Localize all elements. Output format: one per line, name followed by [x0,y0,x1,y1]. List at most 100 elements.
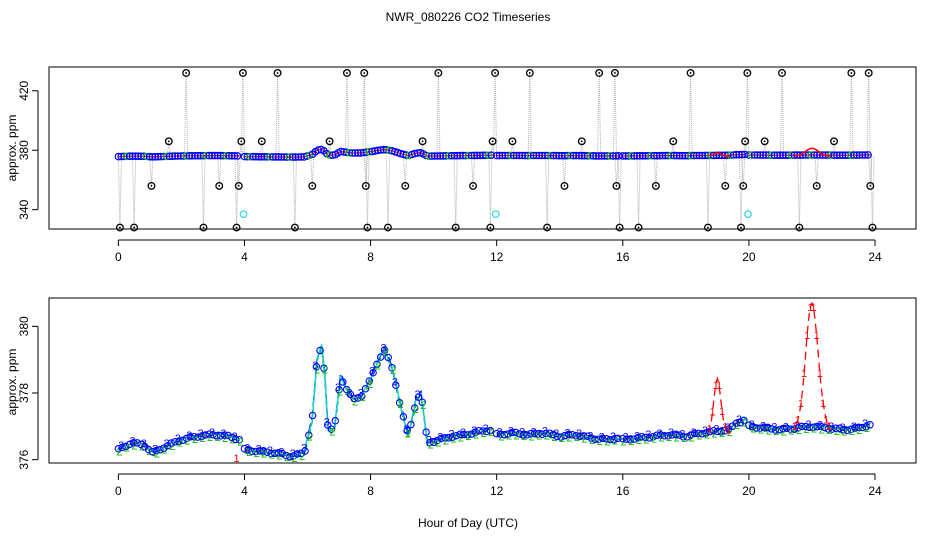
series-4-marker-21 [194,433,202,441]
series-2-glyph-190: 2 [841,427,847,439]
top-marker-103 [410,149,419,158]
connector-33 [579,141,583,157]
series-2-glyph-42: 2 [276,451,282,463]
series-2-glyph-130: 2 [612,436,618,448]
top-marker-83 [354,149,362,157]
series-3-glyph-184: 3 [817,420,823,432]
series-2-glyph-48: 2 [299,451,305,463]
series-4-marker-73 [392,381,400,389]
connector-back-26 [489,156,493,228]
connector-back-30 [529,72,532,157]
series-4-marker-164 [740,416,748,425]
series-4-marker-105 [515,430,524,438]
top-marker-156 [563,151,572,160]
series-2-glyph-154: 2 [704,430,710,442]
top-marker-2 [120,152,128,161]
series-4-marker-179 [798,422,806,431]
series-3-glyph-94: 3 [471,425,477,437]
dropout-point-34 [595,68,604,77]
connector-back-39 [655,156,658,186]
connector-back-20 [387,156,390,228]
series-4-marker-129 [606,435,614,444]
series-4-marker-49 [301,447,309,455]
top-marker-170 [603,152,612,160]
top-marker-160 [575,151,583,160]
top-marker-190 [661,151,670,160]
series-3-glyph-37: 3 [256,444,262,456]
top-marker-196 [678,151,687,160]
top-marker-158 [569,151,578,160]
series-4-marker-170 [764,423,772,432]
top-marker-131 [492,151,501,160]
top-marker-44 [243,152,252,161]
series-4-marker-32 [235,435,244,444]
top-marker-142 [524,151,532,160]
series-4-marker-168 [756,424,765,432]
top-marker-6 [131,152,140,161]
top-marker-154 [558,151,566,160]
top-marker-116 [447,151,456,160]
top-marker-139 [515,151,524,160]
x-tick-label-2-12: 12 [490,484,504,498]
connector-back-17 [363,72,367,157]
series-2-glyph-92: 2 [466,431,472,443]
top-marker-33 [208,151,216,160]
top-marker-35 [213,151,222,160]
series-3-glyph-55: 3 [324,417,330,429]
top-marker-81 [348,149,357,157]
top-marker-110 [430,152,439,160]
top-marker-20 [171,152,179,160]
series-3-glyph-106: 3 [519,427,525,439]
series-4-marker-150 [687,431,695,439]
series-2-glyph-132: 2 [621,437,627,449]
series-4-marker-166 [748,422,757,431]
connector-back-51 [816,156,819,186]
top-panel: approx. ppm 0 4 8 12 16 20 24 340 380 420 [5,66,917,264]
dropout-point-31 [543,223,552,232]
connector-back-5 [202,156,206,228]
series-4-marker-36 [252,447,260,456]
series-4-marker-156 [709,427,718,435]
series-3-glyph-172: 3 [771,422,777,434]
series-4-marker-80 [418,398,427,407]
series-3-glyph-64: 3 [358,388,364,400]
top-marker-234 [787,151,796,159]
series-4-marker-40 [267,449,275,458]
dropout-point-12 [273,68,282,77]
top-marker-42 [233,152,242,160]
connector-43 [723,156,726,186]
top-marker-228 [770,151,779,160]
top-marker-32 [205,151,214,160]
top-marker-114 [442,152,450,160]
top-marker-24 [182,152,191,160]
series-2-glyph-46: 2 [292,453,298,465]
series-4-marker-159 [721,426,729,435]
series-4-marker-42 [274,448,283,457]
top-marker-206 [706,151,715,160]
series-4-marker-58 [335,385,343,394]
top-marker-86 [362,148,371,157]
series-4-marker-106 [519,431,527,439]
series-4-marker-158 [717,428,725,436]
top-marker-59 [286,153,294,161]
connector-8 [236,156,240,186]
series-2-glyph-18: 2 [184,436,190,448]
top-marker-216 [735,150,743,159]
dropout-point-53 [847,68,856,77]
series-4-marker-187 [828,425,836,433]
top-marker-104 [413,149,422,157]
dropout-point-45 [739,181,748,190]
top-marker-124 [470,151,479,160]
top-marker-191 [664,151,673,160]
connector-back-54 [868,72,871,157]
top-marker-203 [698,151,707,160]
series-1-glyph-7: 1 [792,421,798,433]
top-marker-232 [781,151,790,160]
series-2-glyph-158: 2 [719,428,725,440]
series-2-glyph-74: 2 [397,399,403,411]
series-3-glyph-40: 3 [267,445,273,457]
series-2-glyph-90: 2 [458,432,464,444]
series-4-marker-37 [255,446,264,455]
top-marker-92 [379,145,388,154]
dropout-point-13 [290,223,299,232]
